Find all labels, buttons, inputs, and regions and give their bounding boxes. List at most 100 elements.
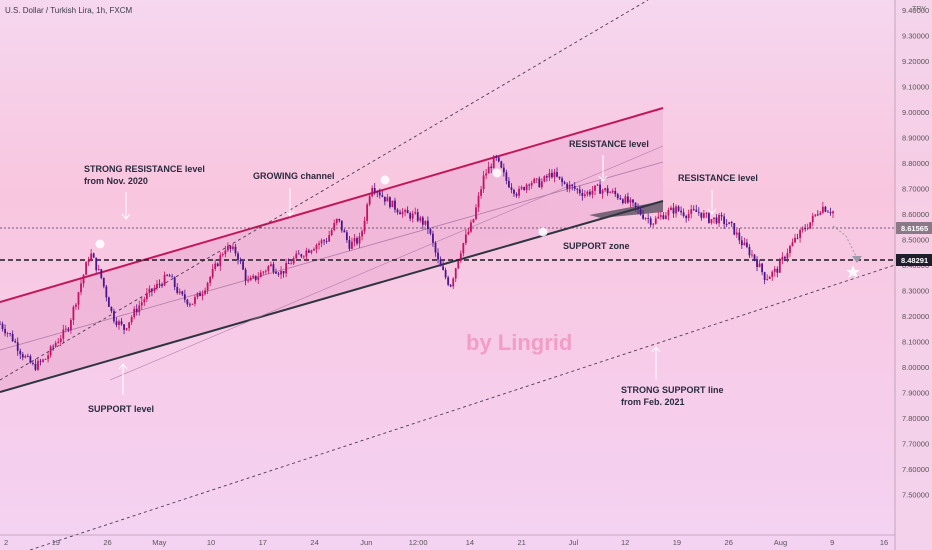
x-tick-label: 9 [830,538,834,547]
candle-body [525,184,528,190]
candle-body [576,188,579,190]
candle-body [262,271,265,273]
candle-body [72,306,75,321]
candle-body [761,263,764,273]
candle-body [345,232,348,241]
candle-body [201,294,204,297]
channel-midline-lower [109,145,664,381]
growing-channel-fill [0,108,663,392]
candle-body [275,271,277,274]
candle-body [781,256,784,261]
candle-body [123,324,125,330]
candle-body [768,276,771,280]
candle-body [315,244,318,250]
candle-body [343,230,346,233]
candle-body [1,323,4,329]
arrowhead [121,213,131,220]
y-tick-label: 9.40000 [902,6,929,15]
candles [0,154,834,372]
candle-body [209,277,212,283]
candle-body [811,215,814,223]
currency-label: TRY [912,6,926,13]
candle-body [548,172,551,178]
candle-body [237,253,239,261]
candle-body [675,206,677,214]
candle-body [21,354,24,358]
candle-body [226,245,229,251]
candle-body [234,246,237,254]
price-mark-resistance: 8.61565 [896,222,932,234]
candle-body [29,356,32,363]
candle-body [783,256,786,259]
candle-body [594,185,596,191]
candle-body [535,178,538,180]
candle-body [682,212,685,216]
candle-body [232,246,234,249]
candle-body [670,207,672,211]
candle-body [609,192,612,194]
candle-body [538,178,541,188]
candle-body [249,277,252,281]
candle-body [14,341,17,343]
candle-body [583,194,586,196]
candle-body [467,231,470,235]
candle-body [338,218,341,221]
candle-body [378,192,381,196]
candle-body [102,277,105,287]
candle-body [330,230,333,236]
candle-body [194,297,196,304]
candle-body [614,191,617,195]
candle-body [280,271,282,275]
candle-body [728,222,731,225]
candle-body [748,247,751,256]
candle-body [95,257,98,271]
candle-body [589,191,591,195]
candle-body [333,223,336,231]
candle-body [480,189,482,196]
candle-body [335,218,338,224]
candle-body [738,232,741,241]
candle-body [804,228,807,230]
candle-body [690,209,693,214]
x-tick-label: 16 [880,538,888,547]
candle-body [827,211,829,213]
y-tick-label: 8.50000 [902,236,929,245]
y-tick-label: 9.00000 [902,108,929,117]
candle-body [652,223,655,225]
candle-body [140,302,143,306]
candle-body [368,196,371,205]
candle-body [297,253,300,255]
candle-body [118,321,120,325]
candle-body [475,207,477,220]
marker-icon [95,239,105,249]
candle-body [632,199,634,203]
candle-body [753,254,756,260]
y-tick-label: 7.70000 [902,440,929,449]
candle-body [386,197,389,202]
candle-body [100,269,103,278]
candle-body [819,212,822,215]
candle-body [183,294,186,300]
candle-body [270,264,272,267]
x-tick-label: 26 [103,538,111,547]
candle-body [510,187,513,190]
price-mark-support-label: 8.48291 [901,256,928,265]
price-axis[interactable] [895,0,932,550]
candle-body [743,242,746,246]
candle-body [325,241,328,242]
candle-body [720,214,723,217]
y-tick-label: 9.30000 [902,32,929,41]
candle-body [366,204,369,221]
arrowhead [285,210,295,217]
candle-body [586,191,589,195]
candle-body [130,317,133,323]
candle-body [77,292,80,305]
marker-icon [538,227,548,237]
candle-body [710,219,713,223]
candle-body [429,229,432,234]
candle-body [540,181,543,188]
candle-body [214,263,217,269]
candle-body [107,297,110,307]
strong-support-dotted-line [29,264,896,550]
candle-body [558,176,561,179]
